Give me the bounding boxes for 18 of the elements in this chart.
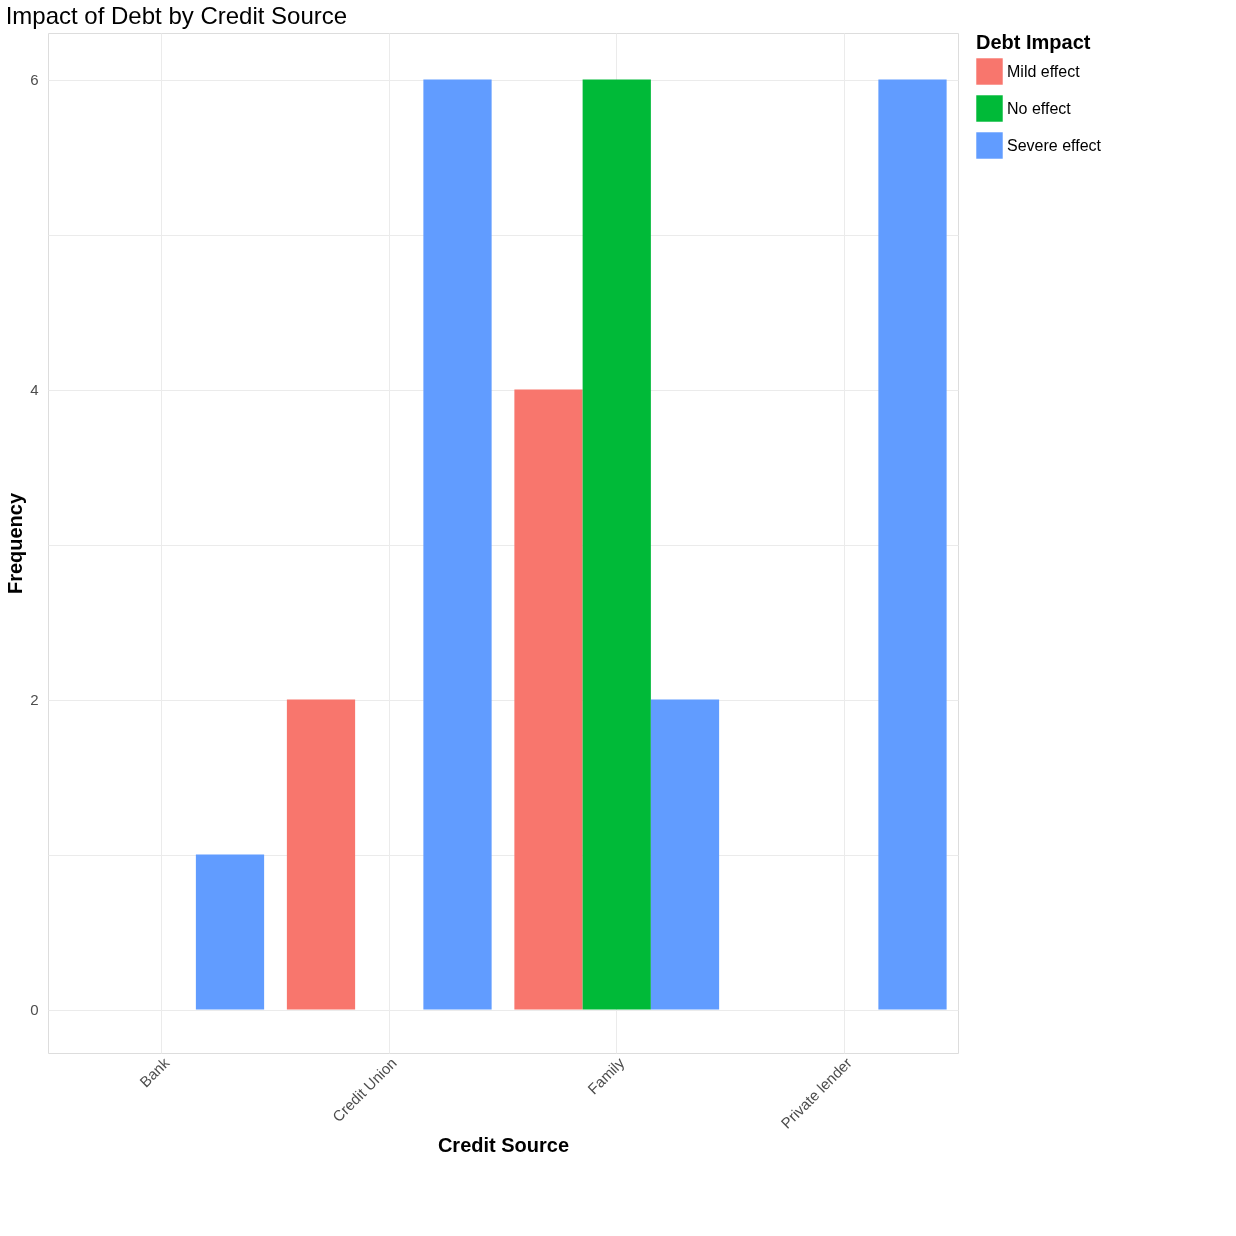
chart-title: Impact of Debt by Credit Source <box>5 2 348 29</box>
legend-label: Severe effect <box>1007 136 1102 154</box>
bar <box>514 389 583 1010</box>
y-tick-label: 2 <box>30 691 39 709</box>
legend-label: No effect <box>1007 99 1072 117</box>
y-axis-title: Frequency <box>4 492 27 595</box>
bar <box>582 79 651 1010</box>
bar <box>878 79 947 1010</box>
y-tick-label: 4 <box>30 381 39 399</box>
y-tick-label: 6 <box>30 71 39 88</box>
bar <box>423 79 492 1010</box>
bar <box>286 699 356 1010</box>
y-tick-label: 0 <box>30 1001 39 1019</box>
x-axis-title: Credit Source <box>437 1133 570 1156</box>
bar <box>195 854 265 1010</box>
bar <box>650 699 720 1010</box>
legend-label: Mild effect <box>1007 62 1081 80</box>
legend-title: Debt Impact <box>976 31 1091 53</box>
